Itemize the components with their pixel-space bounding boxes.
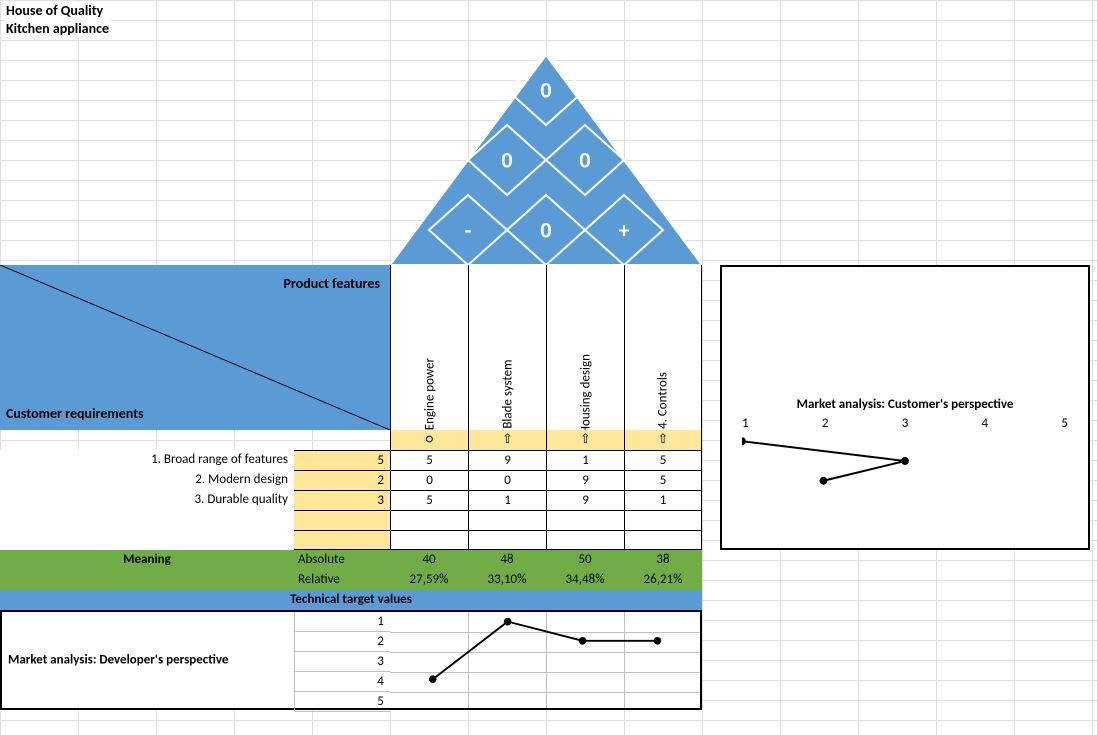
dev-ytick: 2: [294, 632, 389, 652]
title-line-1: House of Quality: [4, 2, 111, 20]
customer-chart-xaxis: 1 2 3 4 5: [722, 412, 1088, 431]
relationship-cell: [624, 530, 702, 550]
requirement-label: [0, 510, 294, 530]
meaning-cell: 50: [546, 550, 624, 570]
meaning-title: Meaning: [0, 550, 294, 570]
relationship-cell: [390, 530, 468, 550]
meaning-cell: 27,59%: [390, 570, 468, 590]
feature-headers: 1. Engine power2. Blade system3. Housing…: [390, 265, 702, 430]
requirement-weight: 5: [294, 450, 390, 470]
requirement-row: 1. Broad range of features55915: [0, 450, 702, 470]
meaning-type: Relative: [294, 570, 390, 590]
cust-xtick: 5: [1061, 416, 1068, 431]
relationship-matrix: 1. Broad range of features559152. Modern…: [0, 450, 702, 550]
feature-header: 3. Housing design: [546, 265, 624, 430]
relationship-cell: 0: [390, 470, 468, 490]
direction-cell: ⇧: [546, 430, 624, 450]
meaning-cell: 26,21%: [624, 570, 702, 590]
relationship-cell: [546, 530, 624, 550]
relationship-cell: 9: [468, 450, 546, 470]
relationship-cell: 1: [624, 490, 702, 510]
dev-ytick: 4: [294, 672, 389, 692]
developer-chart-yaxis: 12345: [294, 612, 389, 708]
svg-text:0: 0: [540, 217, 551, 244]
relationship-cell: 9: [546, 470, 624, 490]
cust-xtick: 4: [982, 416, 989, 431]
requirement-label: 1. Broad range of features: [0, 450, 294, 470]
svg-text:-: -: [465, 217, 472, 244]
requirement-weight: [294, 530, 390, 550]
meaning-cell: 33,10%: [468, 570, 546, 590]
feature-header: 1. Engine power: [390, 265, 468, 430]
relationship-cell: 5: [624, 450, 702, 470]
svg-text:0: 0: [579, 147, 590, 174]
relationship-cell: 0: [468, 470, 546, 490]
requirement-label: [0, 530, 294, 550]
cust-xtick: 3: [902, 416, 909, 431]
requirement-weight: 2: [294, 470, 390, 490]
product-features-label: Product features: [283, 275, 380, 292]
cust-xtick: 2: [822, 416, 829, 431]
meaning-cell: 40: [390, 550, 468, 570]
relationship-cell: 9: [546, 490, 624, 510]
developer-chart: Market analysis: Developer's perspective…: [0, 610, 702, 710]
developer-chart-plot: [390, 612, 700, 708]
relationship-cell: [468, 510, 546, 530]
svg-text:0: 0: [540, 77, 551, 104]
svg-text:+: +: [619, 217, 630, 244]
direction-row: ○⇧⇧⇧: [390, 430, 702, 450]
dev-ytick: 3: [294, 652, 389, 672]
tech-target-bar: Technical target values: [0, 590, 702, 610]
meaning-cell: 34,48%: [546, 570, 624, 590]
requirement-row: [0, 510, 702, 530]
title-line-2: Kitchen appliance: [4, 20, 111, 38]
feature-header-label: 4. Controls: [656, 372, 671, 429]
relationship-cell: 5: [390, 490, 468, 510]
customer-chart: Market analysis: Customer's perspective …: [720, 265, 1090, 550]
customer-chart-plot: [742, 431, 1068, 491]
cust-xtick: 1: [742, 416, 749, 431]
dev-ytick: 1: [294, 612, 389, 632]
svg-text:0: 0: [501, 147, 512, 174]
requirement-label: 3. Durable quality: [0, 490, 294, 510]
relationship-cell: 1: [468, 490, 546, 510]
feature-header: 4. Controls: [624, 265, 702, 430]
relationship-cell: 5: [624, 470, 702, 490]
meaning-cell: 38: [624, 550, 702, 570]
dev-ytick: 5: [294, 692, 389, 712]
relationship-cell: 5: [390, 450, 468, 470]
meaning-type: Absolute: [294, 550, 390, 570]
customer-chart-title: Market analysis: Customer's perspective: [722, 397, 1088, 412]
relationship-cell: [624, 510, 702, 530]
relationship-cell: [468, 530, 546, 550]
requirement-row: 3. Durable quality35191: [0, 490, 702, 510]
requirement-weight: [294, 510, 390, 530]
requirement-weight: 3: [294, 490, 390, 510]
direction-cell: ⇧: [624, 430, 702, 450]
relationship-cell: 1: [546, 450, 624, 470]
requirement-row: 2. Modern design20095: [0, 470, 702, 490]
developer-chart-title: Market analysis: Developer's perspective: [8, 653, 228, 668]
requirement-row: [0, 530, 702, 550]
meaning-title: [0, 570, 294, 590]
requirement-label: 2. Modern design: [0, 470, 294, 490]
correlation-roof: 0 0 0 - 0 +: [390, 55, 702, 265]
feature-header: 2. Blade system: [468, 265, 546, 430]
title-block: House of Quality Kitchen appliance: [4, 2, 111, 38]
relationship-cell: [546, 510, 624, 530]
meaning-block: MeaningAbsolute40485038 Relative27,59%33,…: [0, 550, 702, 590]
meaning-cell: 48: [468, 550, 546, 570]
direction-cell: ○: [390, 430, 468, 450]
direction-cell: ⇧: [468, 430, 546, 450]
relationship-cell: [390, 510, 468, 530]
customer-requirements-label: Customer requirements: [6, 405, 144, 422]
axes-header: Product features Customer requirements: [0, 265, 390, 430]
